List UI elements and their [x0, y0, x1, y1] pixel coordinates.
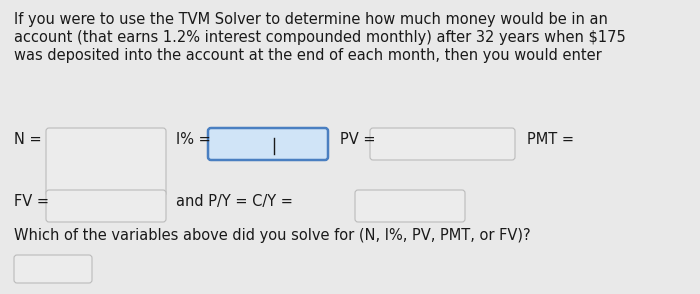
FancyBboxPatch shape	[208, 128, 328, 160]
FancyBboxPatch shape	[14, 255, 92, 283]
Text: N =: N =	[14, 132, 41, 147]
Text: I% =: I% =	[176, 132, 211, 147]
Text: PV =: PV =	[340, 132, 375, 147]
Text: Which of the variables above did you solve for (N, I%, PV, PMT, or FV)?: Which of the variables above did you sol…	[14, 228, 531, 243]
Text: FV =: FV =	[14, 194, 49, 209]
Text: and P/Y = C/Y =: and P/Y = C/Y =	[176, 194, 293, 209]
Text: was deposited into the account at the end of each month, then you would enter: was deposited into the account at the en…	[14, 48, 602, 63]
Text: If you were to use the TVM Solver to determine how much money would be in an: If you were to use the TVM Solver to det…	[14, 12, 608, 27]
Text: account (that earns 1.2% interest compounded monthly) after 32 years when $175: account (that earns 1.2% interest compou…	[14, 30, 626, 45]
FancyBboxPatch shape	[355, 190, 465, 222]
FancyBboxPatch shape	[46, 190, 166, 222]
FancyBboxPatch shape	[46, 128, 166, 196]
Text: PMT =: PMT =	[527, 132, 574, 147]
FancyBboxPatch shape	[370, 128, 515, 160]
